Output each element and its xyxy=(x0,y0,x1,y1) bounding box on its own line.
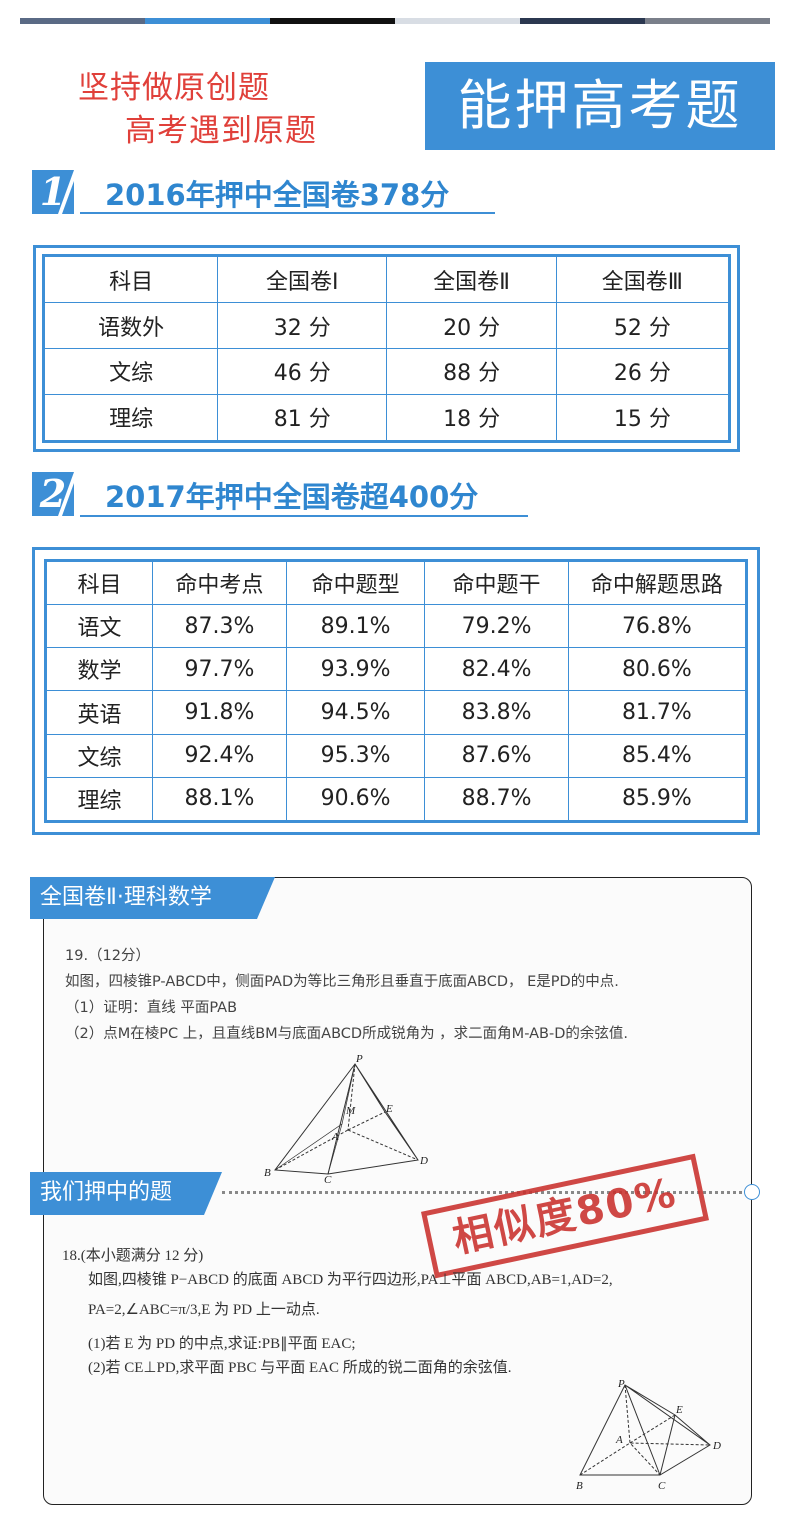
section-number: 2 xyxy=(32,472,74,516)
cell: 87.3% xyxy=(152,604,287,649)
cell: 88 分 xyxy=(386,347,557,395)
table-row: 理综 81 分 18 分 15 分 xyxy=(42,393,731,443)
section-title: 2017年押中全国卷超400分 xyxy=(105,480,479,514)
figure-label: B xyxy=(576,1480,583,1492)
figure-label: C xyxy=(324,1174,332,1184)
cell: 文综 xyxy=(42,347,219,395)
header-cell: 命中题型 xyxy=(285,559,426,606)
header-cell: 全国卷Ⅲ xyxy=(555,254,731,304)
cell: 89.1% xyxy=(285,604,426,649)
table: 科目 命中考点 命中题型 命中题干 命中解题思路 语文 87.3% 89.1% 79.2% 76.… xyxy=(44,559,748,823)
table-row: 语文 87.3% 89.1% 79.2% 76.8% xyxy=(44,604,748,649)
table-frame: 科目 命中考点 命中题型 命中题干 命中解题思路 语文 87.3% 89.1% 79.2% 76.… xyxy=(32,547,760,835)
cell: 83.8% xyxy=(424,690,569,735)
banner: 能押高考题 xyxy=(425,62,775,150)
question-line: (1)若 E 为 PD 的中点,求证:PB∥平面 EAC; xyxy=(88,1336,356,1352)
cell: 88.7% xyxy=(424,776,569,823)
cell: 81.7% xyxy=(567,690,748,735)
cell: 语文 xyxy=(44,604,154,649)
cell: 92.4% xyxy=(152,733,287,778)
cell: 76.8% xyxy=(567,604,748,649)
cell: 理综 xyxy=(42,393,219,443)
cell: 81 分 xyxy=(217,393,388,443)
header-cell: 命中解题思路 xyxy=(567,559,748,606)
cell: 93.9% xyxy=(285,647,426,692)
cell: 95.3% xyxy=(285,733,426,778)
cell: 90.6% xyxy=(285,776,426,823)
cell: 52 分 xyxy=(555,302,731,349)
header-cell: 命中考点 xyxy=(152,559,287,606)
table-row: 英语 91.8% 94.5% 83.8% 81.7% xyxy=(44,690,748,735)
figure-label: D xyxy=(712,1440,721,1452)
figure-label: C xyxy=(658,1480,666,1492)
question-line: （1）证明：直线 平面PAB xyxy=(65,1000,238,1016)
figure-label: P xyxy=(617,1378,625,1390)
header-cell: 命中题干 xyxy=(424,559,569,606)
cell: 94.5% xyxy=(285,690,426,735)
header-cell: 科目 xyxy=(42,254,219,304)
cell: 91.8% xyxy=(152,690,287,735)
figure-label: D xyxy=(419,1155,428,1167)
figure-label: A xyxy=(331,1131,339,1143)
header-cell: 全国卷Ⅰ xyxy=(217,254,388,304)
cell: 85.9% xyxy=(567,776,748,823)
cell: 语数外 xyxy=(42,302,219,349)
question-line: 如图，四棱锥P-ABCD中，侧面PAD为等比三角形且垂直于底面ABCD， E是P… xyxy=(65,974,619,990)
figure-label: E xyxy=(675,1404,683,1416)
table-row: 语数外 32 分 20 分 52 分 xyxy=(42,302,731,349)
table-row: 科目 全国卷Ⅰ 全国卷Ⅱ 全国卷Ⅲ xyxy=(42,254,731,304)
divider-ring xyxy=(744,1184,760,1200)
cell: 82.4% xyxy=(424,647,569,692)
table-row: 文综 92.4% 95.3% 87.6% 85.4% xyxy=(44,733,748,778)
cell: 97.7% xyxy=(152,647,287,692)
question-line: 19.（12分） xyxy=(65,948,151,964)
cell: 87.6% xyxy=(424,733,569,778)
tab: 全国卷Ⅱ·理科数学 xyxy=(30,877,275,919)
table-row: 理综 88.1% 90.6% 88.7% 85.9% xyxy=(44,776,748,823)
question-line: PA=2,∠ABC=π/3,E 为 PD 上一动点. xyxy=(88,1302,320,1318)
figure: P M E A B C D xyxy=(264,1053,428,1184)
divider xyxy=(222,1191,748,1194)
top-bar xyxy=(20,18,770,24)
table-row: 文综 46 分 88 分 26 分 xyxy=(42,347,731,395)
cell: 18 分 xyxy=(386,393,557,443)
figure-label: A xyxy=(615,1434,623,1446)
underline xyxy=(80,515,528,517)
underline xyxy=(80,212,495,214)
cell: 理综 xyxy=(44,776,154,823)
table-row: 科目 命中考点 命中题型 命中题干 命中解题思路 xyxy=(44,559,748,606)
cell: 英语 xyxy=(44,690,154,735)
cell: 文综 xyxy=(44,733,154,778)
slogan: 高考遇到原题 xyxy=(125,113,317,149)
cell: 79.2% xyxy=(424,604,569,649)
cell: 20 分 xyxy=(386,302,557,349)
cell: 数学 xyxy=(44,647,154,692)
slogan: 坚持做原创题 xyxy=(78,70,270,106)
cell: 85.4% xyxy=(567,733,748,778)
figure-label: E xyxy=(385,1103,393,1115)
cell: 88.1% xyxy=(152,776,287,823)
section-number: 1 xyxy=(32,170,74,214)
question-line: 如图,四棱锥 P−ABCD 的底面 ABCD 为平行四边形,PA⊥平面 ABCD… xyxy=(88,1272,613,1288)
table-row: 数学 97.7% 93.9% 82.4% 80.6% xyxy=(44,647,748,692)
figure: P E A D B C xyxy=(576,1378,721,1492)
question-line: (2)若 CE⊥PD,求平面 PBC 与平面 EAC 所成的锐二面角的余弦值. xyxy=(88,1360,512,1376)
figure-label: M xyxy=(345,1105,356,1117)
cell: 46 分 xyxy=(217,347,388,395)
header-cell: 科目 xyxy=(44,559,154,606)
section-title: 2016年押中全国卷378分 xyxy=(105,178,450,212)
figure-label: P xyxy=(355,1053,363,1065)
tab: 我们押中的题 xyxy=(30,1172,222,1215)
cell: 15 分 xyxy=(555,393,731,443)
header-cell: 全国卷Ⅱ xyxy=(386,254,557,304)
cell: 80.6% xyxy=(567,647,748,692)
question-line: （2）点M在棱PC 上，且直线BM与底面ABCD所成锐角为 ，求二面角M-AB-… xyxy=(65,1026,628,1042)
question-line: 18.(本小题满分 12 分) xyxy=(62,1248,204,1264)
cell: 26 分 xyxy=(555,347,731,395)
cell: 32 分 xyxy=(217,302,388,349)
figure-label: B xyxy=(264,1167,271,1179)
